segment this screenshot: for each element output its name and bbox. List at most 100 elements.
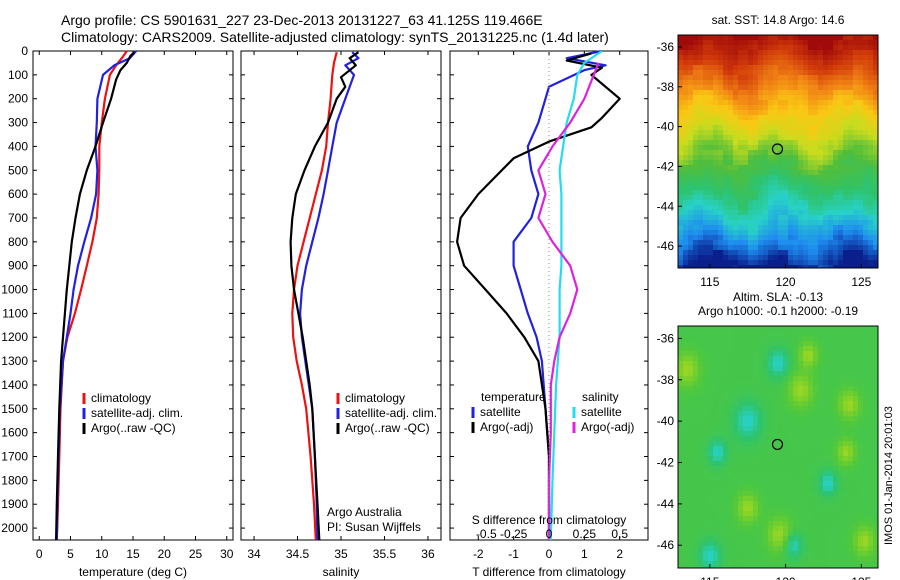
heat-cell — [723, 120, 729, 126]
heat-cell — [763, 491, 769, 497]
heat-cell — [793, 200, 799, 206]
heat-cell — [798, 526, 804, 532]
heat-cell — [828, 376, 834, 382]
heat-cell — [848, 556, 854, 562]
heat-cell — [868, 326, 874, 332]
x-tick-label: 1 — [581, 547, 588, 561]
heat-cell — [858, 476, 864, 482]
heat-cell — [688, 250, 694, 256]
heat-cell — [783, 40, 789, 46]
heat-cell — [733, 40, 739, 46]
heat-cell — [843, 215, 849, 221]
heat-cell — [863, 245, 869, 251]
heat-cell — [833, 471, 839, 477]
heat-cell — [798, 461, 804, 467]
heat-cell — [748, 235, 754, 241]
heat-cell — [698, 170, 704, 176]
heat-cell — [723, 215, 729, 221]
heat-cell — [783, 356, 789, 362]
heat-cell — [863, 110, 869, 116]
heat-cell — [708, 561, 714, 567]
heat-cell — [748, 100, 754, 106]
heat-cell — [838, 361, 844, 367]
heat-cell — [773, 85, 779, 91]
heat-cell — [768, 165, 774, 171]
heat-cell — [773, 401, 779, 407]
heat-cell — [778, 421, 784, 427]
heat-cell — [733, 551, 739, 557]
heat-cell — [783, 150, 789, 156]
heat-cell — [778, 356, 784, 362]
heat-cell — [788, 561, 794, 567]
heat-cell — [718, 526, 724, 532]
heat-cell — [728, 541, 734, 547]
heat-cell — [708, 170, 714, 176]
heat-cell — [728, 421, 734, 427]
heat-cell — [758, 245, 764, 251]
heat-cell — [828, 205, 834, 211]
heat-cell — [688, 200, 694, 206]
heat-cell — [833, 401, 839, 407]
heat-cell — [713, 446, 719, 452]
heat-cell — [763, 215, 769, 221]
heat-cell — [843, 90, 849, 96]
heat-cell — [708, 210, 714, 216]
heat-cell — [853, 65, 859, 71]
heat-cell — [813, 416, 819, 422]
heat-cell — [798, 421, 804, 427]
heat-cell — [768, 155, 774, 161]
heat-cell — [873, 461, 879, 467]
heat-cell — [698, 326, 704, 332]
heat-cell — [808, 230, 814, 236]
heat-cell — [818, 506, 824, 512]
heat-cell — [723, 75, 729, 81]
heat-cell — [788, 496, 794, 502]
heat-cell — [853, 536, 859, 542]
heat-cell — [858, 50, 864, 56]
heat-cell — [793, 431, 799, 437]
heat-cell — [703, 436, 709, 442]
heat-cell — [803, 70, 809, 76]
heat-cell — [828, 496, 834, 502]
heat-cell — [783, 401, 789, 407]
heat-cell — [733, 441, 739, 447]
heat-cell — [708, 401, 714, 407]
heat-cell — [818, 185, 824, 191]
heat-cell — [853, 461, 859, 467]
heat-cell — [818, 451, 824, 457]
heat-cell — [703, 210, 709, 216]
heat-cell — [843, 125, 849, 131]
heat-cell — [678, 416, 684, 422]
heat-cell — [743, 376, 749, 382]
heat-cell — [773, 541, 779, 547]
heat-cell — [763, 541, 769, 547]
heat-cell — [753, 501, 759, 507]
y-tick-label: 1500 — [1, 402, 28, 416]
heat-cell — [733, 95, 739, 101]
heat-cell — [873, 160, 879, 166]
heat-cell — [798, 511, 804, 517]
heat-cell — [873, 70, 879, 76]
heat-cell — [823, 366, 829, 372]
heat-cell — [778, 210, 784, 216]
heat-cell — [693, 50, 699, 56]
x-tick-label: 5 — [67, 547, 74, 561]
heat-cell — [838, 381, 844, 387]
heat-cell — [773, 120, 779, 126]
heat-cell — [773, 190, 779, 196]
heat-cell — [823, 175, 829, 181]
heat-cell — [683, 566, 689, 569]
heat-cell — [748, 546, 754, 552]
heat-cell — [768, 376, 774, 382]
heat-cell — [783, 556, 789, 562]
heat-cell — [728, 336, 734, 342]
heat-cell — [688, 165, 694, 171]
heat-cell — [713, 55, 719, 61]
heat-cell — [843, 245, 849, 251]
heat-cell — [728, 326, 734, 332]
heat-cell — [853, 376, 859, 382]
heat-cell — [688, 561, 694, 567]
heat-cell — [788, 511, 794, 517]
heat-cell — [753, 70, 759, 76]
heat-cell — [733, 60, 739, 66]
